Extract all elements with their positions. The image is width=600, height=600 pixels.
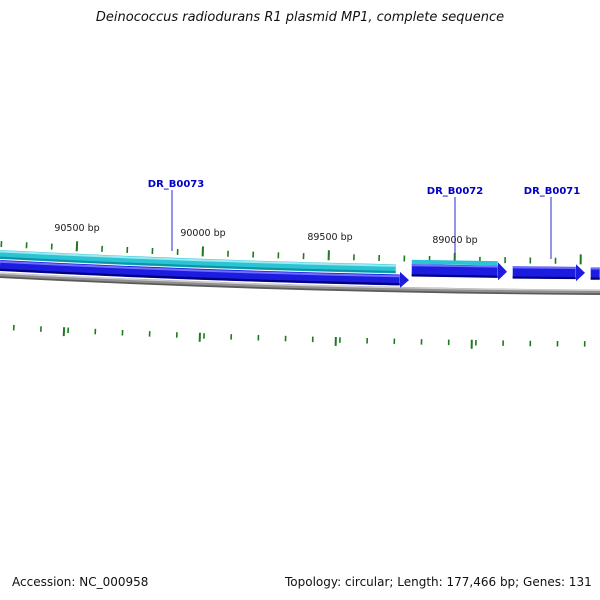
inner-major-ticks [0, 329, 600, 346]
gene-arrowhead[interactable] [498, 262, 507, 281]
status-summary: Topology: circular; Length: 177,466 bp; … [285, 575, 592, 589]
ruler-label-89000: 89000 bp [432, 235, 477, 246]
status-accession: Accession: NC_000958 [12, 575, 149, 589]
inner-minor-ticks [0, 327, 600, 344]
ruler-label-89500: 89500 bp [307, 232, 352, 243]
gene-label-dr-b0072[interactable]: DR_B0072 [427, 186, 483, 197]
gene-dr-b0073[interactable] [0, 251, 600, 288]
ruler-label-90000: 90000 bp [180, 228, 225, 239]
sequence-title: Deinococcus radiodurans R1 plasmid MP1, … [95, 10, 505, 25]
gene-dr-b0071[interactable] [0, 251, 600, 282]
gene-arrowhead[interactable] [400, 271, 409, 288]
ruler-label-90500: 90500 bp [54, 223, 99, 234]
gene-label-dr-b0071[interactable]: DR_B0071 [524, 186, 580, 197]
gene-label-dr-b0073[interactable]: DR_B0073 [148, 179, 204, 190]
gene-arrowhead[interactable] [576, 264, 585, 282]
ruler-ticks-bottom [0, 327, 600, 346]
gene-dr-b0072[interactable] [0, 247, 600, 281]
